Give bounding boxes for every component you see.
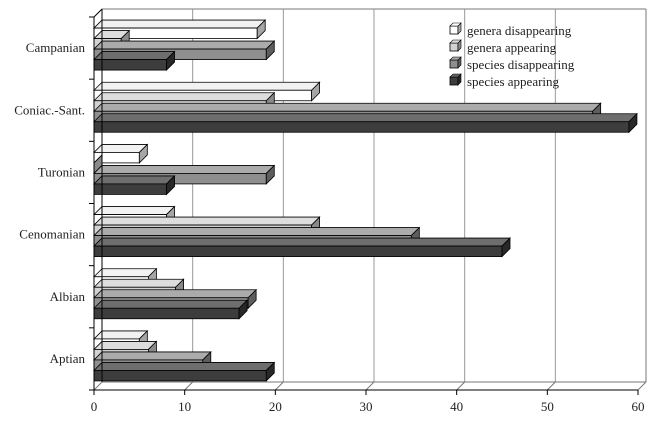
- bar: [93, 112, 638, 134]
- bar-top-face: [93, 268, 158, 278]
- x-tick-label: 10: [178, 399, 191, 414]
- grid-layer: [93, 8, 647, 391]
- bar-front-face: [93, 370, 267, 382]
- legend-item: genera appearing: [449, 39, 557, 55]
- x-tick-label: 40: [450, 399, 463, 414]
- category-label: Aptian: [50, 351, 86, 366]
- x-tick-label: 60: [632, 399, 645, 414]
- floor-gridline: [274, 381, 284, 391]
- legend-label: genera disappearing: [467, 23, 572, 38]
- legend-swatch: [449, 25, 459, 35]
- bar-side-face: [166, 174, 175, 196]
- bar-top-face: [93, 40, 276, 50]
- bar-front-face: [93, 183, 167, 195]
- x-tick-label: 0: [91, 399, 98, 414]
- bar-top-face: [93, 351, 212, 361]
- bar-side-face: [166, 50, 175, 72]
- bar-top-face: [93, 278, 185, 288]
- legend-swatch: [449, 59, 459, 69]
- bar-top-face: [93, 165, 276, 174]
- bar-top-face: [93, 102, 602, 112]
- category-label: Albian: [50, 289, 86, 304]
- bar-top-face: [93, 289, 258, 299]
- bar-top-face: [93, 341, 158, 350]
- floor-gridline: [637, 381, 647, 391]
- legend-swatch-top: [449, 39, 462, 44]
- floor-gridline: [93, 381, 103, 391]
- bar-top-face: [93, 175, 176, 185]
- bar-top-face: [93, 81, 321, 91]
- category-label: Cenomanian: [19, 227, 85, 242]
- bar-top-face: [93, 362, 276, 371]
- bar: [93, 40, 276, 61]
- bar-side-face: [247, 288, 257, 310]
- bar: [93, 299, 249, 320]
- bar-front-face: [93, 307, 240, 320]
- category-label: Turonian: [38, 164, 86, 179]
- bar-side-face: [256, 19, 266, 40]
- bar-side-face: [311, 81, 321, 102]
- bar: [93, 361, 276, 382]
- legend-item: species appearing: [449, 73, 560, 89]
- bar: [93, 237, 511, 258]
- legend: genera disappearing genera appearing speci…: [449, 22, 575, 89]
- bar-front-face: [93, 59, 167, 71]
- floor-gridline: [456, 381, 466, 391]
- axis-layer: 0 10 20 30 40 50 60 Campanian Coniac.-Sant. Turon…: [14, 8, 645, 414]
- legend-swatch-top: [449, 56, 462, 61]
- legend-label: genera appearing: [467, 40, 557, 55]
- y-axis-depth-edge: [93, 8, 103, 18]
- bar-side-face: [628, 112, 638, 134]
- bar-top-face: [93, 237, 511, 247]
- bar-top-face: [93, 227, 421, 236]
- bar: [93, 50, 176, 72]
- bar-side-face: [238, 299, 248, 320]
- bar-side-face: [265, 361, 275, 382]
- x-tick-label: 20: [269, 399, 282, 414]
- bars-layer: [93, 19, 638, 382]
- legend-item: species disappearing: [449, 56, 575, 72]
- legend-swatch-top: [449, 22, 462, 27]
- bar-front-face: [93, 121, 630, 133]
- bar-side-face: [265, 40, 275, 61]
- bar: [93, 164, 276, 185]
- x-tick-label: 30: [360, 399, 373, 414]
- bar-top-face: [93, 51, 176, 60]
- bar-top-face: [93, 206, 176, 215]
- bar-front-face: [93, 245, 503, 257]
- bar-top-face: [93, 299, 249, 309]
- bar: [93, 174, 176, 196]
- bar: [93, 143, 149, 164]
- legend-swatch: [449, 76, 459, 86]
- floor-gridline: [365, 381, 375, 391]
- legend-label: species appearing: [467, 74, 560, 89]
- x-tick-label: 50: [541, 399, 554, 414]
- floor-gridline: [546, 381, 556, 391]
- floor-gridline: [184, 381, 194, 391]
- bar-top-face: [93, 113, 638, 123]
- legend-item: genera disappearing: [449, 22, 572, 38]
- bar-side-face: [501, 237, 511, 258]
- legend-swatch: [449, 42, 459, 52]
- legend-label: species disappearing: [467, 57, 575, 72]
- bar-top-face: [93, 216, 321, 226]
- category-label: Coniac.-Sant.: [14, 102, 85, 117]
- bar-top-face: [93, 19, 267, 29]
- bar-side-face: [265, 164, 275, 185]
- category-label: Campanian: [26, 40, 86, 55]
- bar-top-face: [93, 92, 276, 102]
- legend-swatch-top: [449, 73, 462, 78]
- bar-side-face: [138, 143, 148, 164]
